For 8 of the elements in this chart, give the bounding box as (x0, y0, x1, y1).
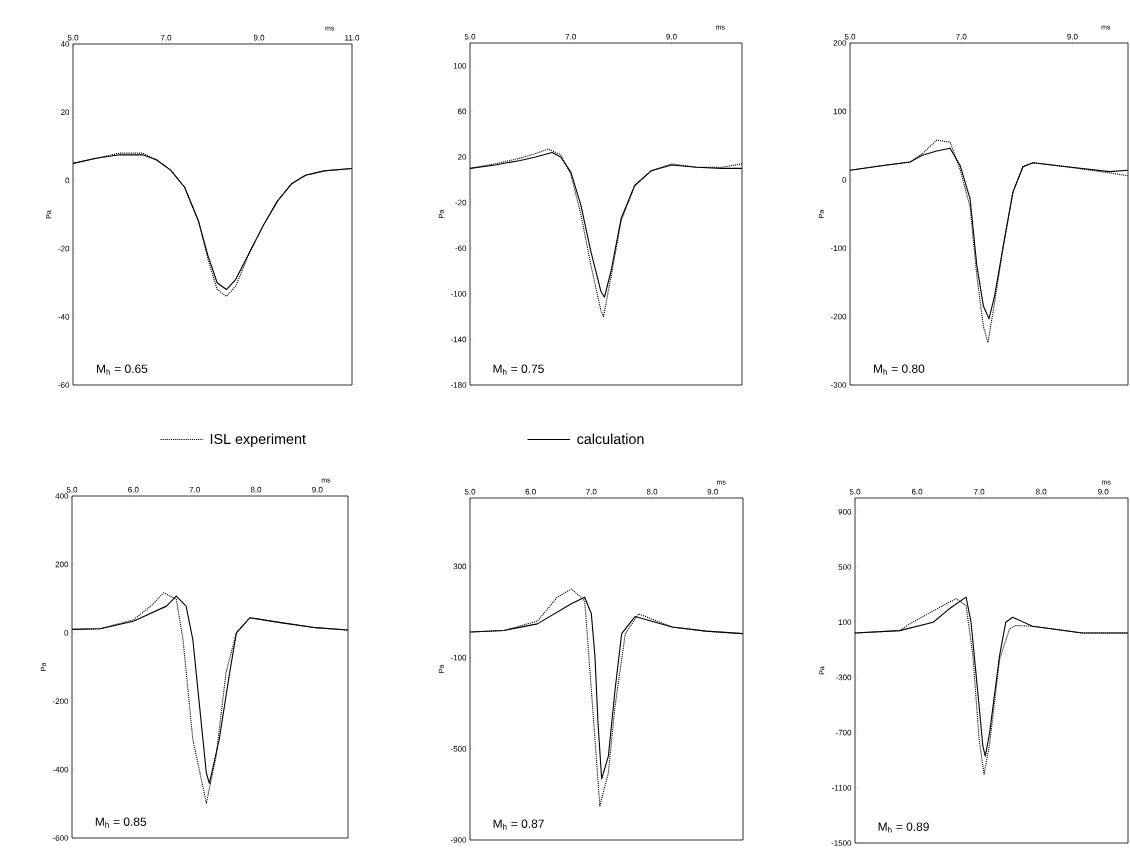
annotation: M$_{h}$ = 0.80 (873, 364, 925, 375)
legend-label: calculation (577, 433, 644, 445)
annotation: M$_{h}$ = 0.75 (493, 364, 544, 375)
annotation: M$_{h}$ = 0.65 (97, 364, 148, 375)
legend-label: ISL experiment (210, 433, 306, 447)
annotation: M$_{h}$ = 0.85 (95, 817, 147, 828)
annotation: M$_{h}$ = 0.89 (878, 822, 929, 833)
annotation: M$_{h}$ = 0.87 (493, 819, 544, 830)
